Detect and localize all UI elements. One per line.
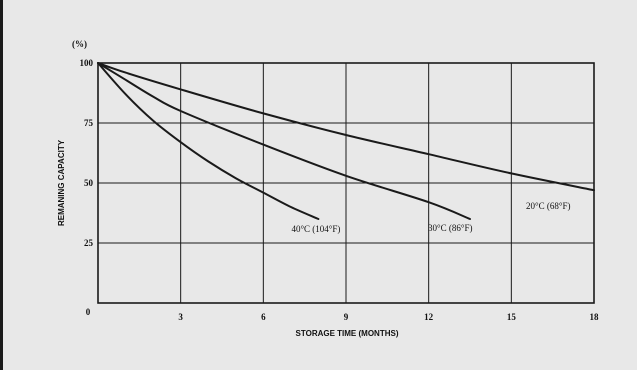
tick-labels: 0 3 6 9 12 15 18 25 50 75 100 <box>80 58 600 322</box>
series-line-3 <box>97 62 320 220</box>
x-tick-label-0: 0 <box>86 307 91 317</box>
series-lines <box>97 62 595 220</box>
chart-text: (%) STORAGE TIME (MONTHS) REMANING CAPAC… <box>57 39 399 338</box>
series-label-1: 20°C (68°F) <box>526 201 570 211</box>
y-tick-label-100: 100 <box>80 58 94 68</box>
series-labels: 20°C (68°F) 30°C (86°F) 40°C (104°F) <box>291 201 570 234</box>
series-label-2: 30°C (86°F) <box>428 223 472 233</box>
x-axis-label: STORAGE TIME (MONTHS) <box>296 329 399 338</box>
series-line-2 <box>97 62 471 220</box>
y-tick-label-75: 75 <box>84 118 94 128</box>
x-tick-label-12: 12 <box>424 312 434 322</box>
series-label-3: 40°C (104°F) <box>291 224 340 234</box>
y-axis-label: REMANING CAPACITY <box>57 139 66 226</box>
x-tick-label-9: 9 <box>344 312 349 322</box>
x-tick-label-6: 6 <box>261 312 266 322</box>
x-tick-label-18: 18 <box>590 312 600 322</box>
plot-frame <box>97 62 595 304</box>
series-line-1 <box>97 62 595 192</box>
left-frame-bar <box>0 0 3 370</box>
grid <box>98 63 594 303</box>
x-tick-label-3: 3 <box>178 312 183 322</box>
plot-area-border <box>97 62 595 304</box>
y-tick-label-25: 25 <box>84 238 94 248</box>
y-unit-label: (%) <box>72 39 87 49</box>
y-tick-label-50: 50 <box>84 178 94 188</box>
x-tick-label-15: 15 <box>507 312 517 322</box>
